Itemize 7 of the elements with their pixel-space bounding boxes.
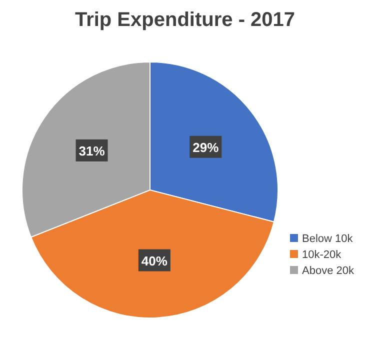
data-label: 31% <box>78 143 106 158</box>
data-label: 29% <box>192 140 220 155</box>
legend-label: 10k-20k <box>302 249 342 261</box>
legend-label: Above 20k <box>302 265 354 277</box>
data-label: 40% <box>141 253 168 268</box>
chart-title: Trip Expenditure - 2017 <box>74 9 296 31</box>
legend-label: Below 10k <box>302 233 354 245</box>
